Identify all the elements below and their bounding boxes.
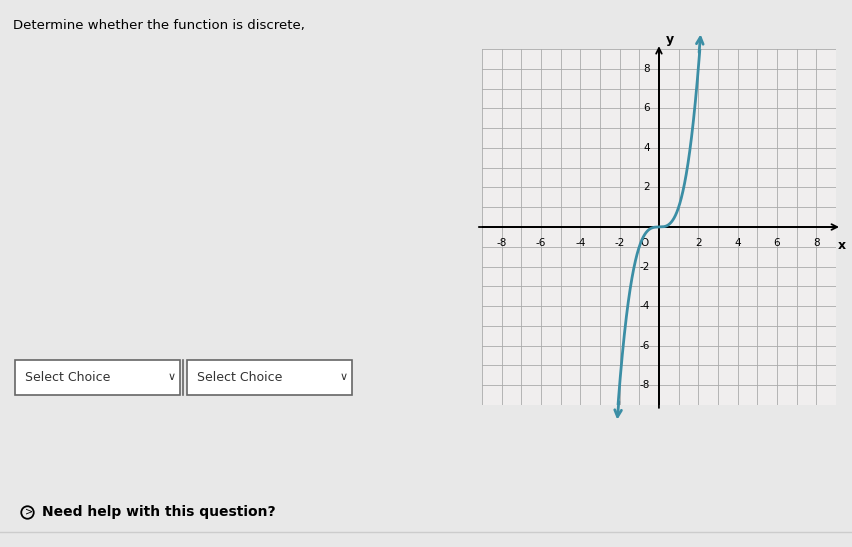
Text: -8: -8 bbox=[639, 380, 649, 390]
FancyBboxPatch shape bbox=[187, 360, 352, 395]
Text: -2: -2 bbox=[613, 238, 624, 248]
Text: 2: 2 bbox=[694, 238, 700, 248]
Text: O: O bbox=[639, 238, 648, 248]
Text: 6: 6 bbox=[773, 238, 780, 248]
Text: x: x bbox=[837, 239, 845, 252]
Text: -6: -6 bbox=[639, 341, 649, 351]
Text: -6: -6 bbox=[535, 238, 545, 248]
Text: -4: -4 bbox=[639, 301, 649, 311]
Text: ∨: ∨ bbox=[340, 373, 348, 382]
Text: 8: 8 bbox=[642, 64, 649, 74]
Text: -2: -2 bbox=[639, 261, 649, 271]
Text: Determine whether the function is discrete,: Determine whether the function is discre… bbox=[13, 19, 308, 32]
FancyBboxPatch shape bbox=[15, 360, 180, 395]
Text: >: > bbox=[25, 507, 33, 517]
Text: 4: 4 bbox=[642, 143, 649, 153]
Text: -4: -4 bbox=[574, 238, 584, 248]
Text: 4: 4 bbox=[734, 238, 740, 248]
Text: 2: 2 bbox=[642, 183, 649, 193]
Text: Need help with this question?: Need help with this question? bbox=[42, 505, 275, 519]
Text: 6: 6 bbox=[642, 103, 649, 113]
Text: Select Choice: Select Choice bbox=[197, 371, 282, 384]
Text: y: y bbox=[665, 33, 673, 46]
Text: ∨: ∨ bbox=[168, 373, 176, 382]
Text: Select Choice: Select Choice bbox=[25, 371, 110, 384]
Text: 8: 8 bbox=[812, 238, 819, 248]
Text: -8: -8 bbox=[496, 238, 506, 248]
